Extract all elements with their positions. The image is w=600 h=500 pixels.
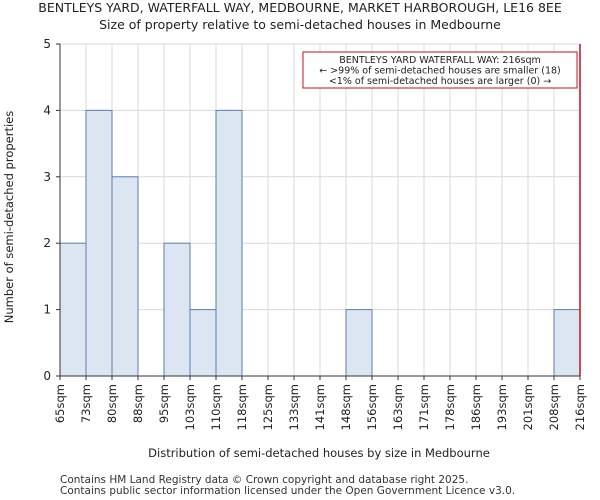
annotation-line: <1% of semi-detached houses are larger (… xyxy=(329,76,551,87)
y-tick-label: 2 xyxy=(43,236,51,250)
x-tick-label: 88sqm xyxy=(131,384,145,423)
histogram-bar xyxy=(189,309,217,377)
x-tick-label: 193sqm xyxy=(495,384,509,430)
histogram-chart: 0 1 2 3 4 5 65sqm 73sqm 80sqm 88sqm 95sqm 103sqm 11… xyxy=(2,37,587,460)
x-tick-label: 95sqm xyxy=(157,384,171,423)
x-tick-label: 208sqm xyxy=(547,384,561,430)
histogram-bar xyxy=(163,242,191,377)
histogram-bar xyxy=(345,309,373,377)
x-tick-label: 186sqm xyxy=(469,384,483,430)
chart-subtitle: Size of property relative to semi-detach… xyxy=(99,17,501,32)
x-tick-label: 73sqm xyxy=(79,384,93,423)
footer-licence: Contains public sector information licen… xyxy=(60,485,516,497)
y-tick-label: 1 xyxy=(43,303,51,317)
x-tick-label: 178sqm xyxy=(443,384,457,430)
x-tick-label: 80sqm xyxy=(105,384,119,423)
x-tick-label: 216sqm xyxy=(573,384,587,430)
x-tick-label: 133sqm xyxy=(287,384,301,430)
x-tick-label: 163sqm xyxy=(391,384,405,430)
y-tick-label: 4 xyxy=(43,103,51,117)
footer-copyright: Contains HM Land Registry data © Crown c… xyxy=(60,474,469,486)
annotation-line: BENTLEYS YARD WATERFALL WAY: 216sqm xyxy=(339,55,541,66)
y-tick-label: 0 xyxy=(43,369,51,383)
x-tick-label: 156sqm xyxy=(365,384,379,430)
annotation-box xyxy=(302,51,578,89)
x-tick-label: 201sqm xyxy=(521,384,535,430)
x-axis-label: Distribution of semi-detached houses by … xyxy=(148,446,490,460)
y-axis-label: Number of semi-detached properties xyxy=(2,111,16,323)
x-tick-label: 65sqm xyxy=(53,384,67,423)
y-tick-label: 3 xyxy=(43,170,51,184)
histogram-bar xyxy=(111,176,139,377)
x-tick-label: 171sqm xyxy=(417,384,431,430)
x-tick-label: 110sqm xyxy=(209,384,223,430)
histogram-bar xyxy=(59,242,87,377)
histogram-bar xyxy=(85,109,113,377)
x-tick-label: 103sqm xyxy=(183,384,197,430)
x-tick-label: 118sqm xyxy=(235,384,249,430)
histogram-bar xyxy=(215,109,243,377)
x-tick-label: 125sqm xyxy=(261,384,275,430)
x-tick-label: 148sqm xyxy=(339,384,353,430)
annotation-line: ← >99% of semi-detached houses are small… xyxy=(319,66,561,77)
chart-title: BENTLEYS YARD, WATERFALL WAY, MEDBOURNE,… xyxy=(38,0,562,15)
histogram-bar xyxy=(553,309,581,377)
x-tick-label: 141sqm xyxy=(313,384,327,430)
y-tick-label: 5 xyxy=(43,37,51,51)
